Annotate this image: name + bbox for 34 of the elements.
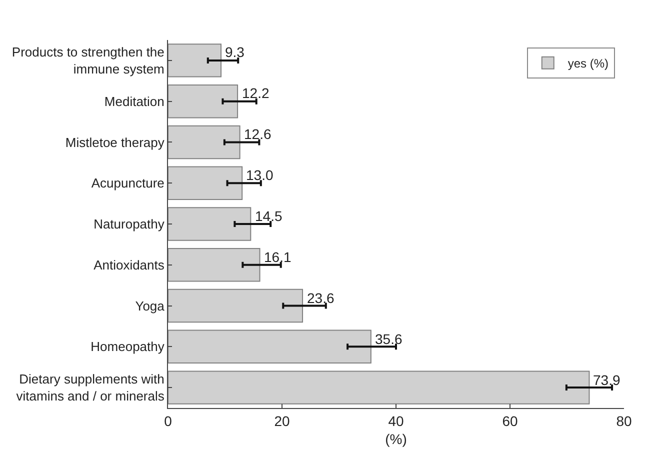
bar [168, 44, 222, 78]
data-label: 23.6 [307, 290, 334, 306]
x-tick-label: 20 [274, 412, 290, 429]
y-tick-label: Mistletoe therapy [65, 134, 165, 150]
y-tick-label: Acupuncture [91, 176, 164, 191]
data-label: 35.6 [375, 331, 402, 347]
data-label: 12.6 [244, 126, 272, 142]
x-tick-label: 60 [502, 412, 518, 429]
bar [168, 84, 238, 118]
y-tick-label: Antioxidants [94, 257, 165, 272]
data-label: 73.9 [593, 372, 620, 388]
data-label: 16.1 [264, 249, 292, 265]
y-tick-label: Dietary supplements with vitamins and / or minerals [16, 372, 165, 404]
x-tick-label: 0 [164, 412, 172, 429]
y-tick-label: Homeopathy [90, 339, 165, 354]
y-tick-label: Naturopathy [94, 216, 165, 232]
data-label: 14.5 [255, 208, 282, 224]
legend-label: yes (%) [568, 56, 609, 71]
bar [168, 248, 260, 282]
x-tick-label: 80 [616, 412, 632, 429]
y-tick-label: Yoga [135, 298, 166, 314]
data-label: 9.3 [225, 44, 245, 60]
bar [168, 288, 304, 323]
bar [168, 370, 590, 404]
data-label: 13.0 [246, 167, 274, 183]
bar [168, 166, 243, 200]
bar [168, 207, 252, 241]
data-label: 12.2 [242, 85, 270, 101]
bar [168, 125, 240, 160]
x-tick-label: 40 [388, 412, 404, 429]
x-axis-title: (%) [385, 431, 407, 448]
y-tick-label: Meditation [104, 94, 164, 109]
bar [168, 330, 372, 364]
y-tick-label: Products to strengthen the immune system [12, 44, 164, 76]
